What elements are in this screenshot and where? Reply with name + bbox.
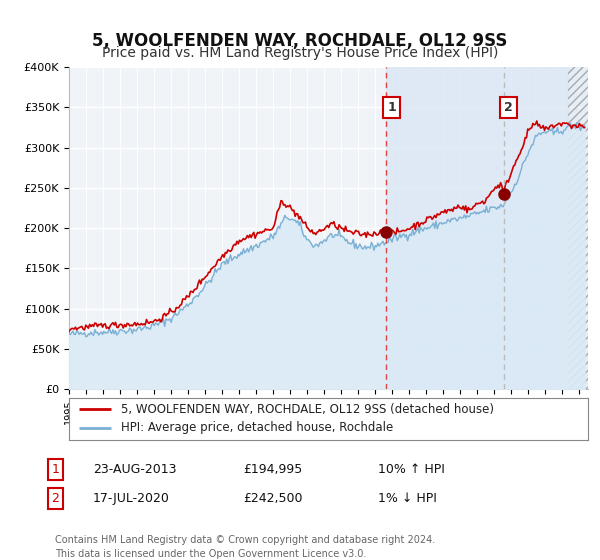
- Text: £242,500: £242,500: [243, 492, 302, 505]
- Text: 5, WOOLFENDEN WAY, ROCHDALE, OL12 9SS: 5, WOOLFENDEN WAY, ROCHDALE, OL12 9SS: [92, 32, 508, 50]
- Text: 10% ↑ HPI: 10% ↑ HPI: [378, 463, 445, 476]
- Text: 23-AUG-2013: 23-AUG-2013: [93, 463, 176, 476]
- Text: 2: 2: [505, 101, 513, 114]
- Text: Price paid vs. HM Land Registry's House Price Index (HPI): Price paid vs. HM Land Registry's House …: [102, 46, 498, 60]
- Bar: [568, 67, 588, 389]
- Bar: [386, 67, 568, 389]
- Text: 17-JUL-2020: 17-JUL-2020: [93, 492, 170, 505]
- Text: 5, WOOLFENDEN WAY, ROCHDALE, OL12 9SS (detached house): 5, WOOLFENDEN WAY, ROCHDALE, OL12 9SS (d…: [121, 403, 494, 416]
- Text: Contains HM Land Registry data © Crown copyright and database right 2024.
This d: Contains HM Land Registry data © Crown c…: [55, 535, 436, 559]
- Text: 1: 1: [51, 463, 59, 476]
- Bar: [568, 67, 588, 389]
- Text: HPI: Average price, detached house, Rochdale: HPI: Average price, detached house, Roch…: [121, 421, 393, 435]
- Text: 2: 2: [51, 492, 59, 505]
- Text: 1: 1: [387, 101, 396, 114]
- Text: £194,995: £194,995: [243, 463, 302, 476]
- Text: 1% ↓ HPI: 1% ↓ HPI: [378, 492, 437, 505]
